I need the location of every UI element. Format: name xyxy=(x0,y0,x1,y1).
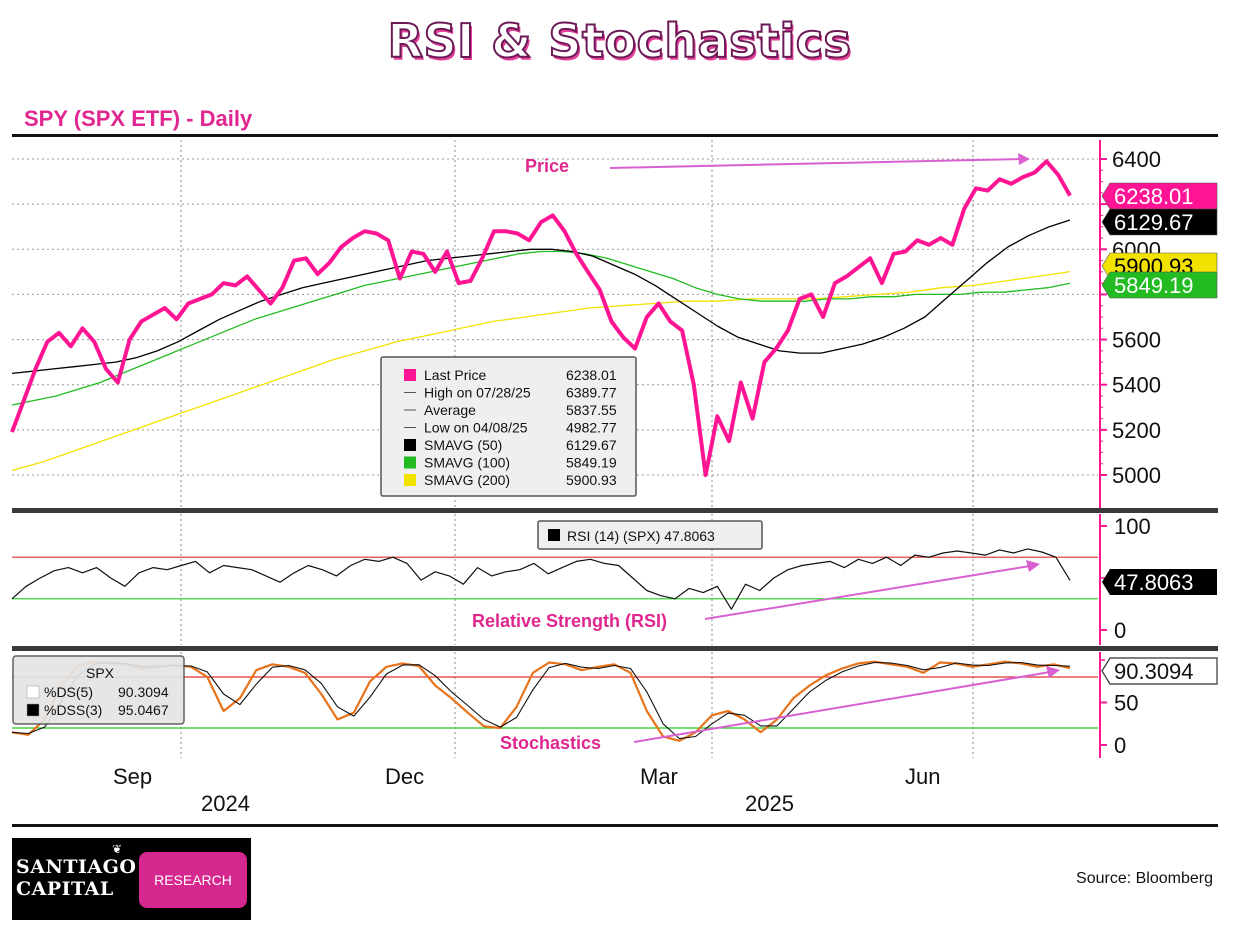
legend-swatch xyxy=(404,474,416,486)
rsi-line xyxy=(11,548,1071,610)
stoch-legend-label: %DS(5) xyxy=(44,684,93,700)
price-tick-label: 5400 xyxy=(1112,373,1161,398)
price-tick-label: 6400 xyxy=(1112,147,1161,172)
stoch-tick-label: 50 xyxy=(1114,691,1138,716)
stoch-legend-label: %DSS(3) xyxy=(44,702,102,718)
legend-label: SMAVG (200) xyxy=(424,472,510,488)
rsi-value-tag-label: 47.8063 xyxy=(1114,570,1194,595)
price-legend-box xyxy=(380,356,637,497)
stoch-legend-value: 90.3094 xyxy=(118,684,169,700)
rsi-legend-box xyxy=(537,520,763,550)
stoch-tick-label: 0 xyxy=(1114,733,1126,758)
value-tag xyxy=(1101,182,1218,210)
price-annotation: Price xyxy=(525,156,569,176)
shell-icon: ❦ xyxy=(112,842,123,856)
x-tick-label: Sep xyxy=(113,764,152,789)
rsi-legend-swatch xyxy=(548,529,560,541)
stoch-value-tag-label: 90.3094 xyxy=(1114,659,1194,684)
x-tick-label: Jun xyxy=(905,764,940,789)
legend-label: Low on 04/08/25 xyxy=(424,420,528,436)
value-tag-label: 6129.67 xyxy=(1114,210,1194,235)
spy-chart: 5000520054005600600064006238.016129.6759… xyxy=(10,140,1218,816)
legend-swatch xyxy=(404,439,416,451)
sma100-line xyxy=(11,250,1071,406)
stoch-ds-line xyxy=(11,660,1071,742)
legend-value: 6129.67 xyxy=(566,437,617,453)
rsi-legend-label: RSI (14) (SPX) 47.8063 xyxy=(567,528,715,544)
legend-value: 5900.93 xyxy=(566,472,617,488)
price-arrow xyxy=(609,158,1021,169)
stoch-legend: SPX %DS(5) 90.3094 %DSS(3) 95.0467 xyxy=(12,655,185,725)
rsi-value-tag xyxy=(1102,569,1217,595)
price-line xyxy=(10,159,1072,477)
stoch-legend-title: SPX xyxy=(86,665,115,681)
stoch-dss-line xyxy=(11,661,1071,740)
sma200-line xyxy=(11,270,1071,472)
stoch-legend-swatch xyxy=(26,703,40,717)
legend-value: 5837.55 xyxy=(566,402,617,418)
stoch-legend-swatch xyxy=(26,685,40,699)
legend-label: High on 07/28/25 xyxy=(424,385,531,401)
legend-label: Last Price xyxy=(424,367,486,383)
legend-label: SMAVG (50) xyxy=(424,437,502,453)
page-title: RSI & Stochastics xyxy=(387,13,852,69)
source-note: Source: Bloomberg xyxy=(1076,870,1213,887)
legend-value: 4982.77 xyxy=(566,420,617,436)
price-tick-label: 5000 xyxy=(1112,463,1161,488)
price-tick-label: 5600 xyxy=(1112,328,1161,353)
legend-label: SMAVG (100) xyxy=(424,455,510,471)
x-tick-label: Mar xyxy=(640,764,678,789)
rsi-arrowhead xyxy=(1026,560,1040,572)
stoch-legend-value: 95.0467 xyxy=(118,702,169,718)
value-tag-label: 6238.01 xyxy=(1114,184,1194,209)
logo-research-badge: RESEARCH xyxy=(139,852,247,908)
stoch-value-tag xyxy=(1101,657,1218,685)
logo-line-2: Capital xyxy=(16,878,114,900)
value-tag-label: 5849.19 xyxy=(1114,273,1194,298)
legend-label: Average xyxy=(424,402,476,418)
top-divider xyxy=(12,134,1218,137)
panel-separator xyxy=(12,508,1218,513)
price-arrowhead xyxy=(1018,153,1030,165)
legend-value: 6238.01 xyxy=(566,367,617,383)
stoch-legend-box xyxy=(12,655,185,725)
stoch-annotation: Stochastics xyxy=(500,733,601,753)
price-legend: Last Price 6238.01 High on 07/28/25 6389.77… xyxy=(380,356,637,497)
rsi-tick-label: 100 xyxy=(1114,514,1151,539)
panel-separator xyxy=(12,646,1218,651)
value-tag xyxy=(1101,208,1218,236)
logo-line-1: Santiago xyxy=(16,856,137,878)
x-year-label: 2025 xyxy=(745,791,794,816)
legend-swatch xyxy=(404,456,416,469)
legend-value: 6389.77 xyxy=(566,385,617,401)
legend-swatch xyxy=(404,369,416,381)
legend-value: 5849.19 xyxy=(566,455,617,471)
stoch-arrow xyxy=(633,671,1051,743)
chart-subtitle: SPY (SPX ETF) - Daily xyxy=(24,106,253,131)
value-tag xyxy=(1101,271,1218,299)
price-tick-label: 5200 xyxy=(1112,418,1161,443)
rsi-arrow xyxy=(704,565,1031,620)
rsi-tick-label: 0 xyxy=(1114,618,1126,643)
rsi-annotation: Relative Strength (RSI) xyxy=(472,611,667,631)
sma50-line xyxy=(11,219,1071,375)
stoch-arrowhead xyxy=(1046,666,1060,678)
x-year-label: 2024 xyxy=(201,791,250,816)
x-tick-label: Dec xyxy=(385,764,424,789)
santiago-capital-logo: ❦ Santiago Capital RESEARCH xyxy=(12,838,251,920)
bottom-divider xyxy=(12,824,1218,827)
